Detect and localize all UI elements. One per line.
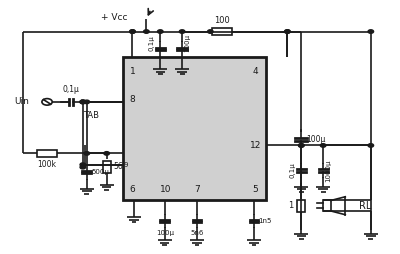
Circle shape [298, 144, 304, 147]
Text: 100: 100 [214, 16, 230, 25]
Text: Uin: Uin [14, 97, 29, 106]
Text: 1000µ: 1000µ [325, 159, 331, 182]
Text: 500µ: 500µ [92, 169, 110, 175]
Text: 9: 9 [124, 162, 128, 168]
Circle shape [285, 30, 290, 33]
Circle shape [144, 30, 149, 33]
Text: 100k: 100k [38, 160, 56, 169]
Text: + Vcc: + Vcc [101, 13, 128, 22]
Circle shape [368, 30, 374, 33]
Circle shape [208, 30, 213, 33]
Bar [297, 200, 305, 212]
Text: 12: 12 [250, 141, 261, 150]
Text: 100µ: 100µ [156, 230, 174, 236]
Circle shape [158, 30, 163, 33]
Circle shape [80, 100, 86, 104]
Circle shape [179, 30, 185, 33]
Circle shape [130, 30, 135, 33]
Bar [212, 28, 232, 35]
Text: 7: 7 [194, 185, 200, 194]
Text: RL: RL [359, 201, 371, 211]
Circle shape [320, 144, 326, 147]
Bar [323, 200, 331, 211]
Circle shape [368, 144, 374, 147]
Text: 1: 1 [288, 201, 293, 210]
Text: 8: 8 [130, 95, 135, 104]
Text: 0,1µ: 0,1µ [62, 85, 79, 94]
Text: 1n5: 1n5 [258, 218, 272, 224]
Text: 1: 1 [130, 67, 135, 76]
Text: 56: 56 [113, 163, 123, 171]
Text: 6: 6 [130, 185, 135, 194]
Text: 100µ: 100µ [184, 34, 190, 52]
Circle shape [80, 100, 86, 104]
Circle shape [84, 100, 90, 104]
Circle shape [80, 165, 86, 169]
Bar [122, 57, 266, 200]
Text: TAB: TAB [83, 112, 99, 120]
Text: 0,1µ: 0,1µ [289, 163, 295, 179]
Text: 4: 4 [253, 67, 258, 76]
Circle shape [104, 152, 110, 155]
Text: 5n6: 5n6 [190, 230, 204, 236]
Bar [103, 161, 111, 173]
Text: 100µ: 100µ [306, 135, 326, 144]
Text: 0,1µ: 0,1µ [148, 35, 154, 51]
Circle shape [80, 100, 86, 104]
Circle shape [285, 30, 290, 33]
Circle shape [80, 163, 86, 166]
Circle shape [298, 144, 304, 147]
Circle shape [130, 30, 135, 33]
Text: 5: 5 [253, 185, 258, 194]
Bar [37, 150, 57, 157]
Circle shape [84, 152, 90, 155]
Text: 10: 10 [160, 185, 171, 194]
